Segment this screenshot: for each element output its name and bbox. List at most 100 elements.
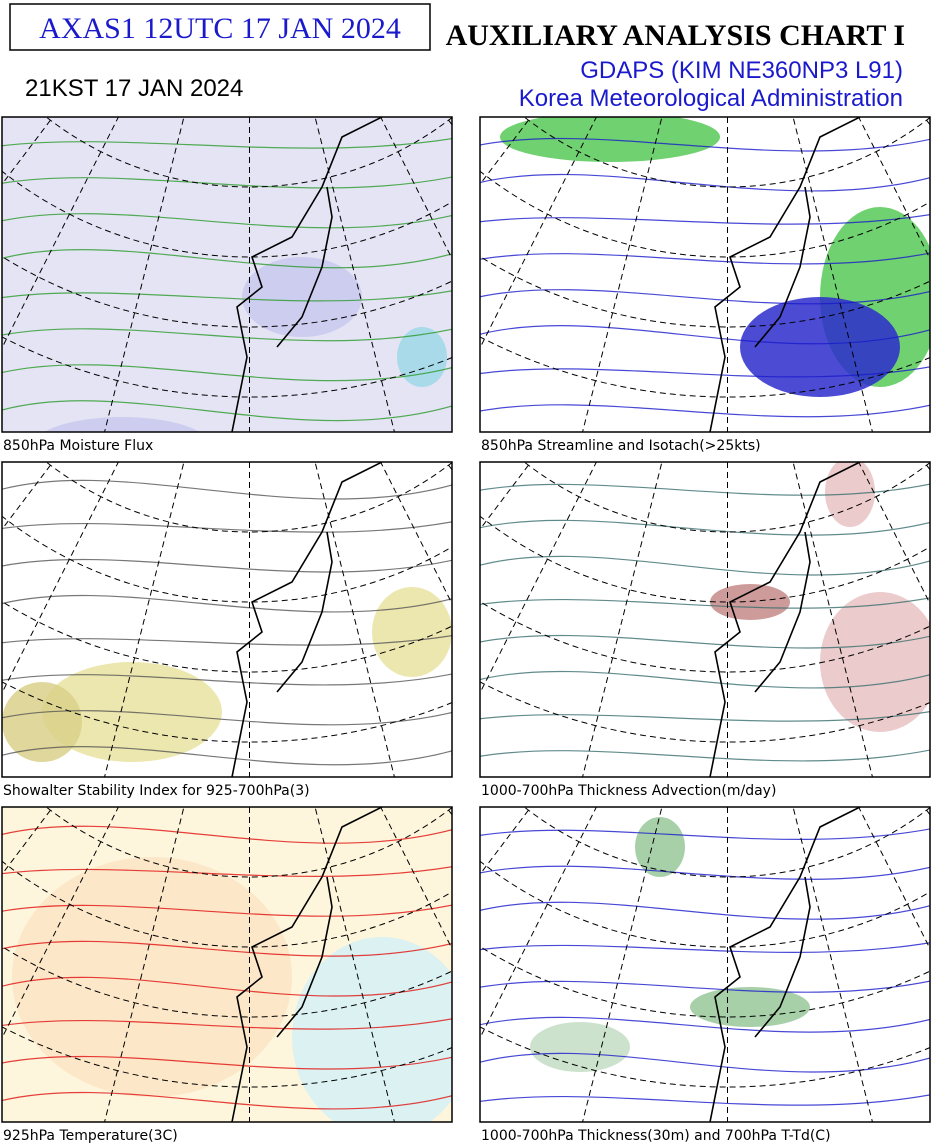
longitude-line [582,807,663,1122]
longitude-line [104,807,185,1122]
longitude-line [792,462,873,777]
panel-caption: 1000-700hPa Thickness Advection(m/day) [481,783,776,799]
field-shading [740,297,900,397]
panel-caption: Showalter Stability Index for 925-700hPa… [3,783,310,799]
contour-line [480,1016,930,1033]
map-content [2,462,452,777]
chart-title: AUXILIARY ANALYSIS CHART I [446,19,905,52]
map-frame [1,461,453,778]
longitude-line [858,117,930,260]
contour-line [480,519,930,536]
longitude-line [104,117,185,432]
contour-line [2,400,452,422]
coastline [709,117,861,432]
map-content [2,117,452,432]
agency: Korea Meteorological Administration [519,85,903,112]
contour-line [2,1055,452,1070]
longitude-line [2,117,54,186]
longitude-line [480,807,532,876]
contour-line [2,249,452,269]
field-shading [530,1022,630,1072]
field-shading [44,417,200,432]
map-panel: 925hPa Temperature(3C) [1,806,453,1144]
coastline [754,876,811,1038]
contour-line [480,670,930,689]
map-background [480,807,930,1122]
contour-line [480,213,930,225]
code-box [9,3,431,51]
contour-line [2,594,452,613]
map-panel: 850hPa Streamline and Isotach(>25kts) [479,116,931,454]
longitude-line [480,117,532,186]
field-shading [690,987,810,1027]
coastline [276,876,333,1038]
contour-line [480,1052,930,1073]
longitude-line [858,807,930,950]
field-shading [12,857,292,1097]
contour-line [2,176,452,189]
longitude-line [2,117,119,349]
longitude-line [582,117,663,432]
contour-line [2,673,452,686]
contour-line [2,137,452,149]
map-frame [1,806,453,1123]
contour-line [480,173,930,192]
map-frame [1,116,453,433]
contour-line [480,555,930,576]
contour-line [480,366,930,378]
longitude-line [792,117,873,432]
field-shading [242,257,362,337]
coastline [754,531,811,693]
coastline [754,186,811,348]
contour-line [480,137,930,152]
contour-line [480,710,930,722]
contour-line [2,521,452,533]
map-panel: 1000-700hPa Thickness(30m) and 700hPa T-… [479,806,931,1144]
coastline [231,117,383,432]
longitude-line [480,462,597,694]
local-time: 21KST 17 JAN 2024 [25,75,243,102]
model-name: GDAPS (KIM NE360NP3 L91) [580,57,903,84]
contour-line [480,749,930,762]
longitude-line [582,462,663,777]
contour-line [2,328,452,342]
chart-code: AXAS1 12UTC 17 JAN 2024 [39,12,401,45]
contour-line [2,746,452,766]
coastline [276,186,333,348]
longitude-line [314,117,395,432]
contour-line [2,290,452,302]
contour-line [2,904,452,917]
contour-line [480,634,930,649]
longitude-line [792,807,873,1122]
contour-line [480,252,930,265]
contour-line [480,901,930,920]
longitude-line [2,462,54,531]
field-shading [500,117,720,162]
contour-line [2,976,452,997]
map-panel: 1000-700hPa Thickness Advection(m/day) [479,461,931,799]
contour-line [480,289,930,305]
contour-line [480,865,930,880]
contour-line [2,558,452,573]
longitude-line [380,117,452,260]
field-shading [635,817,685,877]
longitude-line [380,462,452,605]
contour-line [480,325,930,345]
longitude-line [104,462,185,777]
map-frame [479,461,931,778]
contour-line [480,597,930,609]
field-shading [292,937,452,1122]
map-content [2,807,452,1122]
panel-caption: 925hPa Temperature(3C) [3,1128,178,1144]
longitude-line [314,807,395,1122]
contour-line [480,1094,930,1106]
contour-line [480,980,930,993]
contour-line [480,942,930,953]
map-content [480,462,930,777]
field-shading [2,682,82,762]
longitude-line [480,462,532,531]
coastline [709,807,861,1122]
contour-line [2,825,452,844]
